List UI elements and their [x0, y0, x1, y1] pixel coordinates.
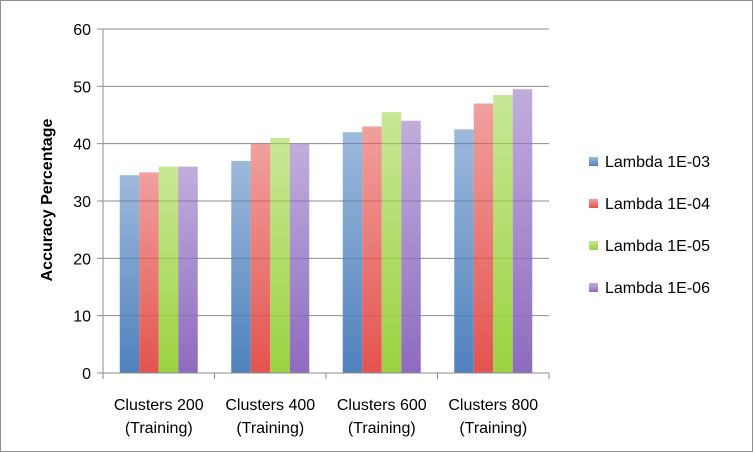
- legend: Lambda 1E-03 Lambda 1E-04 Lambda 1E-05 Lamb…: [589, 154, 710, 297]
- bar-lambda-1e-03-1: [231, 160, 251, 373]
- bar-lambda-1e-05-2: [381, 112, 402, 373]
- legend-swatch: [589, 241, 598, 250]
- y-tick-label: 20: [73, 251, 91, 268]
- legend-label: Lambda 1E-05: [605, 238, 710, 255]
- x-tick-label: Clusters 200 (Training): [114, 397, 204, 437]
- bar-lambda-1e-05-0: [158, 166, 179, 373]
- y-axis-label: Accuracy Percentage: [39, 119, 56, 282]
- bar-lambda-1e-06-0: [178, 166, 198, 373]
- y-tick-label: 30: [73, 194, 91, 211]
- bar-lambda-1e-03-2: [342, 132, 363, 373]
- x-tick-label: Clusters 400 (Training): [225, 397, 315, 437]
- bar-lambda-1e-04-1: [250, 143, 271, 373]
- bar-lambda-1e-06-3: [512, 89, 533, 373]
- bar-lambda-1e-03-0: [119, 175, 140, 373]
- legend-swatch: [589, 283, 598, 292]
- x-tick-label: Clusters 600 (Training): [337, 397, 427, 437]
- legend-swatch: [589, 157, 598, 166]
- bars: [119, 89, 533, 374]
- x-axis: Clusters 200 (Training) Clusters 400 (Train…: [97, 372, 550, 437]
- bar-lambda-1e-06-2: [401, 120, 421, 373]
- bar-lambda-1e-04-3: [473, 103, 494, 374]
- x-tick-label: Clusters 800 (Training): [448, 397, 538, 437]
- y-tick-label: 0: [82, 366, 91, 383]
- legend-label: Lambda 1E-06: [605, 280, 710, 297]
- y-tick-label: 10: [73, 309, 91, 326]
- legend-swatch: [589, 199, 598, 208]
- bar-lambda-1e-04-2: [362, 126, 382, 373]
- bar-lambda-1e-03-3: [454, 129, 474, 373]
- bar-lambda-1e-05-3: [493, 94, 513, 373]
- bar-lambda-1e-06-1: [289, 143, 310, 373]
- y-tick-label: 60: [73, 22, 91, 39]
- legend-label: Lambda 1E-03: [605, 154, 710, 171]
- bar-lambda-1e-05-1: [270, 137, 290, 373]
- y-axis: 0 10 20 30 40 50 60: [73, 22, 104, 383]
- legend-label: Lambda 1E-04: [605, 196, 710, 213]
- bar-lambda-1e-04-0: [139, 172, 159, 373]
- y-tick-label: 40: [73, 137, 91, 154]
- y-tick-label: 50: [73, 79, 91, 96]
